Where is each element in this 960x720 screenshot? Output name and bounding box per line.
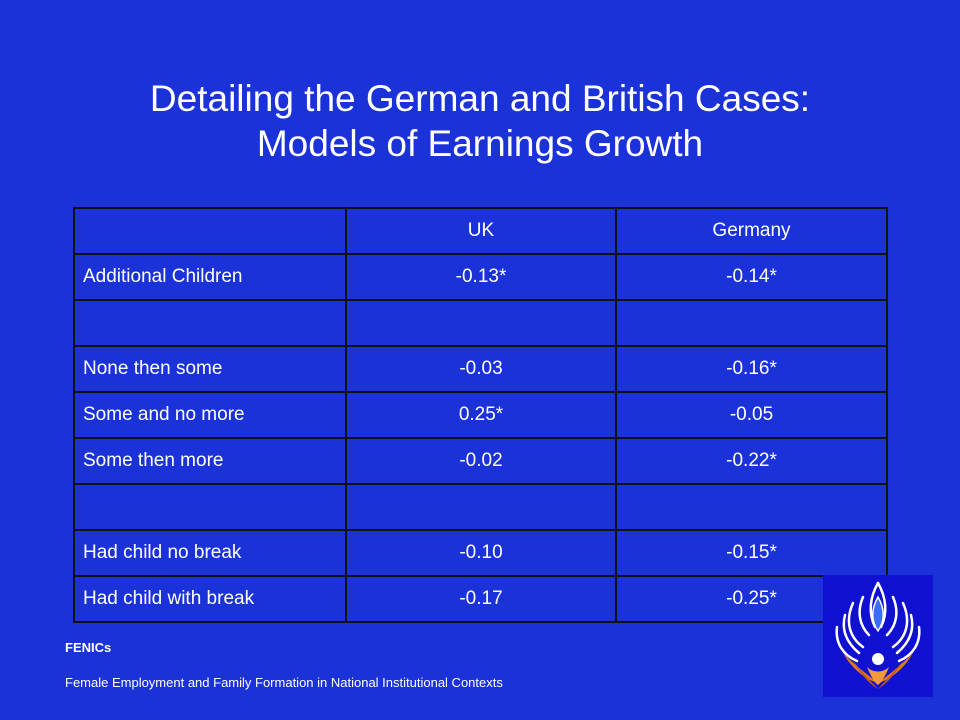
row-label: Had child with break <box>73 575 347 623</box>
cell-germany <box>615 299 888 347</box>
table-row: None then some -0.03 -0.16* <box>73 345 888 393</box>
cell-germany: -0.05 <box>615 391 888 439</box>
header-cell-germany: Germany <box>615 207 888 255</box>
cell-uk: -0.03 <box>345 345 617 393</box>
slide-title: Detailing the German and British Cases: … <box>0 76 960 166</box>
cell-uk: -0.17 <box>345 575 617 623</box>
cell-uk <box>345 483 617 531</box>
row-label <box>73 483 347 531</box>
earnings-growth-table: UK Germany Additional Children -0.13* -0… <box>73 207 888 623</box>
row-label: Additional Children <box>73 253 347 301</box>
row-label <box>73 299 347 347</box>
cell-germany <box>615 483 888 531</box>
cell-uk <box>345 299 617 347</box>
table-row <box>73 299 888 347</box>
table-row: Had child no break -0.10 -0.15* <box>73 529 888 577</box>
table-row: Some and no more 0.25* -0.05 <box>73 391 888 439</box>
cell-germany: -0.14* <box>615 253 888 301</box>
cell-germany: -0.22* <box>615 437 888 485</box>
row-label: Some and no more <box>73 391 347 439</box>
header-cell-uk: UK <box>345 207 617 255</box>
cell-uk: -0.10 <box>345 529 617 577</box>
header-cell-blank <box>73 207 347 255</box>
row-label: Some then more <box>73 437 347 485</box>
table-row: Additional Children -0.13* -0.14* <box>73 253 888 301</box>
cell-uk: -0.02 <box>345 437 617 485</box>
slide-title-line-1: Detailing the German and British Cases: <box>149 78 811 119</box>
table-row <box>73 483 888 531</box>
row-label: Had child no break <box>73 529 347 577</box>
flame-emblem-icon <box>823 575 933 697</box>
footer-project-name: Female Employment and Family Formation i… <box>65 675 503 690</box>
row-label: None then some <box>73 345 347 393</box>
table-row: Had child with break -0.17 -0.25* <box>73 575 888 623</box>
table-row: Some then more -0.02 -0.22* <box>73 437 888 485</box>
cell-uk: -0.13* <box>345 253 617 301</box>
table-header-row: UK Germany <box>73 207 888 255</box>
slide-title-line-2: Models of Earnings Growth <box>256 123 704 164</box>
cell-uk: 0.25* <box>345 391 617 439</box>
cell-germany: -0.15* <box>615 529 888 577</box>
footer-acronym: FENICs <box>65 640 112 655</box>
cell-germany: -0.16* <box>615 345 888 393</box>
